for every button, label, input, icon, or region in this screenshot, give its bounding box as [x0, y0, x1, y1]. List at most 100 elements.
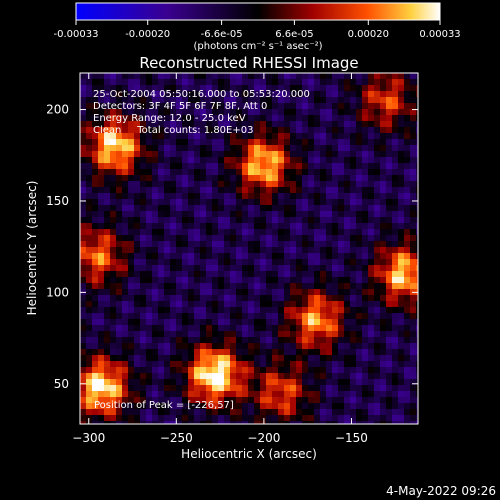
heatmap-cell: [296, 211, 302, 217]
heatmap-cell: [284, 385, 290, 391]
heatmap-cell: [224, 121, 230, 127]
heatmap-cell: [332, 367, 338, 373]
heatmap-cell: [296, 397, 302, 403]
heatmap-cell: [404, 211, 410, 217]
heatmap-cell: [260, 115, 266, 121]
heatmap-cell: [236, 187, 242, 193]
heatmap-cell: [296, 289, 302, 295]
heatmap-cell: [194, 127, 200, 133]
heatmap-cell: [134, 277, 140, 283]
heatmap-cell: [356, 151, 362, 157]
heatmap-cell: [302, 163, 308, 169]
heatmap-cell: [194, 73, 200, 79]
heatmap-cell: [398, 409, 404, 415]
heatmap-cell: [224, 151, 230, 157]
heatmap-cell: [98, 139, 104, 145]
heatmap-cell: [266, 139, 272, 145]
heatmap-cell: [308, 277, 314, 283]
heatmap-cell: [86, 205, 92, 211]
heatmap-cell: [92, 151, 98, 157]
heatmap-cell: [230, 277, 236, 283]
heatmap-cell: [260, 199, 266, 205]
heatmap-cell: [386, 421, 392, 424]
heatmap-cell: [170, 289, 176, 295]
heatmap-cell: [146, 283, 152, 289]
heatmap-cell: [302, 403, 308, 409]
heatmap-cell: [128, 169, 134, 175]
heatmap-cell: [398, 151, 404, 157]
heatmap-cell: [296, 133, 302, 139]
heatmap-cell: [206, 391, 212, 397]
heatmap-cell: [170, 91, 176, 97]
heatmap-cell: [242, 367, 248, 373]
heatmap-cell: [218, 121, 224, 127]
heatmap-cell: [116, 217, 122, 223]
heatmap-cell: [170, 259, 176, 265]
heatmap-cell: [224, 181, 230, 187]
heatmap-cell: [110, 235, 116, 241]
heatmap-cell: [194, 397, 200, 403]
heatmap-cell: [218, 217, 224, 223]
heatmap-cell: [398, 115, 404, 121]
heatmap-cell: [344, 229, 350, 235]
heatmap-cell: [104, 355, 110, 361]
heatmap-cell: [170, 97, 176, 103]
heatmap-cell: [98, 301, 104, 307]
heatmap-cell: [242, 301, 248, 307]
heatmap-cell: [92, 337, 98, 343]
heatmap-cell: [110, 139, 116, 145]
heatmap-cell: [200, 295, 206, 301]
heatmap-cell: [332, 73, 338, 79]
heatmap-cell: [374, 391, 380, 397]
heatmap-cell: [374, 331, 380, 337]
heatmap-cell: [254, 385, 260, 391]
heatmap-cell: [266, 157, 272, 163]
heatmap-cell: [146, 385, 152, 391]
heatmap-cell: [374, 91, 380, 97]
heatmap-cell: [386, 85, 392, 91]
heatmap-cell: [200, 367, 206, 373]
heatmap-cell: [122, 325, 128, 331]
heatmap-cell: [308, 127, 314, 133]
heatmap-cell: [158, 355, 164, 361]
heatmap-cell: [158, 235, 164, 241]
heatmap-cell: [236, 223, 242, 229]
heatmap-cell: [194, 139, 200, 145]
heatmap-cell: [278, 277, 284, 283]
colorbar-tick-label: -0.00033: [54, 29, 99, 40]
heatmap-cell: [110, 151, 116, 157]
heatmap-cell: [404, 349, 410, 355]
heatmap-cell: [392, 397, 398, 403]
heatmap-cell: [122, 373, 128, 379]
heatmap-cell: [242, 211, 248, 217]
heatmap-cell: [92, 115, 98, 121]
heatmap-cell: [314, 163, 320, 169]
heatmap-cell: [200, 271, 206, 277]
heatmap-cell: [284, 289, 290, 295]
heatmap-cell: [188, 145, 194, 151]
heatmap-cell: [302, 151, 308, 157]
heatmap-cell: [188, 187, 194, 193]
heatmap-cell: [128, 421, 134, 424]
heatmap-cell: [266, 175, 272, 181]
heatmap-cell: [404, 247, 410, 253]
heatmap-cell: [272, 313, 278, 319]
heatmap-cell: [188, 325, 194, 331]
heatmap-cell: [224, 409, 230, 415]
heatmap-cell: [194, 199, 200, 205]
heatmap-cell: [410, 163, 416, 169]
heatmap-cell: [350, 115, 356, 121]
heatmap-cell: [200, 331, 206, 337]
heatmap-cell: [416, 115, 418, 121]
heatmap-cell: [344, 241, 350, 247]
heatmap-cell: [332, 289, 338, 295]
heatmap-cell: [392, 409, 398, 415]
heatmap-cell: [362, 313, 368, 319]
heatmap-cell: [104, 103, 110, 109]
heatmap-cell: [164, 253, 170, 259]
heatmap-cell: [158, 247, 164, 253]
heatmap-cell: [104, 85, 110, 91]
heatmap-cell: [398, 79, 404, 85]
heatmap-cell: [392, 109, 398, 115]
heatmap-cell: [146, 253, 152, 259]
